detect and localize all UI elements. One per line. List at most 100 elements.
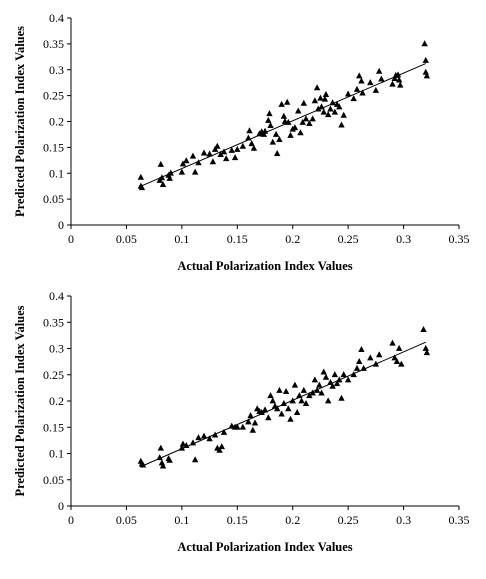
x-tick-label: 0.05: [116, 232, 137, 246]
data-point: [228, 146, 235, 153]
y-tick-label: 0.1: [49, 166, 64, 180]
data-point: [179, 440, 187, 447]
data-point: [322, 90, 330, 97]
data-point: [372, 360, 380, 367]
data-point: [178, 168, 186, 175]
data-point: [321, 95, 329, 102]
data-point: [395, 76, 403, 83]
data-point: [344, 376, 352, 383]
data-point: [287, 415, 294, 422]
y-tick-label: 0.25: [43, 89, 64, 103]
data-point: [313, 386, 321, 393]
y-tick-label: 0.05: [43, 192, 64, 206]
data-point: [394, 71, 402, 78]
x-tick-label: 0: [68, 232, 74, 246]
y-axis-title: Predicted Polarization Index Values: [13, 305, 27, 496]
data-point: [276, 386, 283, 393]
data-point: [397, 81, 404, 88]
data-point: [296, 392, 303, 399]
data-point: [298, 397, 305, 404]
data-point: [421, 40, 428, 47]
data-point: [331, 108, 339, 115]
data-point: [300, 386, 307, 393]
data-point: [223, 155, 230, 162]
data-point: [329, 99, 336, 106]
data-point: [183, 157, 190, 164]
data-point: [311, 376, 319, 383]
data-point: [158, 459, 166, 466]
x-tick-label: 0.35: [449, 513, 470, 527]
data-point: [315, 105, 322, 112]
data-point: [299, 118, 306, 125]
y-tick-label: 0.3: [49, 63, 64, 77]
data-point: [231, 154, 239, 161]
x-tick-label: 0.35: [449, 232, 470, 246]
x-tick-label: 0.3: [396, 232, 411, 246]
data-point: [249, 426, 257, 433]
data-point: [138, 184, 146, 191]
data-point: [423, 72, 431, 79]
data-point: [340, 371, 347, 378]
scatter-plot-bottom: 0 0.05 0.1 0.15 0.2 0.25 0.3 0.35 0.4 0 0.05 0.1 0.1…: [13, 289, 470, 554]
x-tick-label: 0.25: [338, 513, 359, 527]
data-point: [285, 405, 292, 412]
data-point: [338, 121, 345, 128]
data-point: [234, 423, 241, 430]
data-point: [327, 379, 334, 386]
x-axis-title: Actual Polarization Index Values: [177, 540, 352, 554]
data-point: [358, 345, 365, 352]
y-tick-label: 0.15: [43, 140, 64, 154]
trend-line: [140, 63, 426, 187]
data-point: [211, 431, 219, 438]
data-point: [267, 122, 274, 129]
data-point: [178, 444, 186, 451]
data-point: [353, 85, 361, 92]
data-point: [206, 150, 213, 157]
x-tick-label: 0.15: [227, 513, 248, 527]
y-axis-title: Predicted Polarization Index Values: [13, 26, 27, 217]
y-tick-label: 0.3: [49, 342, 64, 356]
data-point: [159, 462, 167, 469]
data-point: [289, 397, 296, 404]
scatter-chart-bottom: 0 0.05 0.1 0.15 0.2 0.25 0.3 0.35 0.4 0 0.05 0.1 0.1…: [0, 286, 486, 579]
data-point: [157, 160, 164, 167]
data-point: [218, 443, 225, 450]
scatter-plot-top: 0 0.05 0.1 0.15 0.2 0.25 0.3 0.35 0.4 0 0.05 0.1 0.1…: [13, 11, 470, 273]
data-point: [245, 134, 252, 141]
data-point: [422, 344, 429, 351]
data-point: [367, 354, 374, 361]
data-point: [375, 67, 383, 74]
data-point: [300, 99, 307, 106]
data-point: [272, 130, 280, 137]
data-point: [353, 364, 361, 371]
data-point: [306, 392, 313, 399]
data-point: [331, 371, 339, 378]
data-point: [189, 152, 197, 159]
data-point: [195, 159, 202, 166]
data-point: [318, 103, 325, 110]
y-tick-label: 0.1: [49, 447, 64, 461]
data-point: [265, 116, 272, 123]
x-tick-label: 0.1: [174, 232, 189, 246]
data-point: [282, 387, 290, 394]
data-point: [291, 124, 299, 131]
data-point: [393, 358, 401, 365]
data-point: [324, 397, 332, 404]
data-point: [191, 168, 199, 175]
data-point: [137, 173, 145, 180]
data-point: [302, 115, 310, 122]
data-point: [322, 373, 330, 380]
data-point: [158, 174, 166, 181]
data-point: [200, 149, 208, 156]
data-point: [261, 406, 269, 413]
y-tick-label: 0.4: [49, 289, 64, 303]
data-point: [156, 454, 163, 461]
data-point: [195, 434, 202, 441]
x-tick-label: 0.1: [174, 513, 189, 527]
data-point: [398, 360, 405, 367]
data-point: [269, 397, 276, 404]
data-point: [280, 112, 288, 119]
data-point: [220, 148, 228, 155]
data-point: [309, 389, 316, 396]
data-point: [422, 56, 429, 63]
